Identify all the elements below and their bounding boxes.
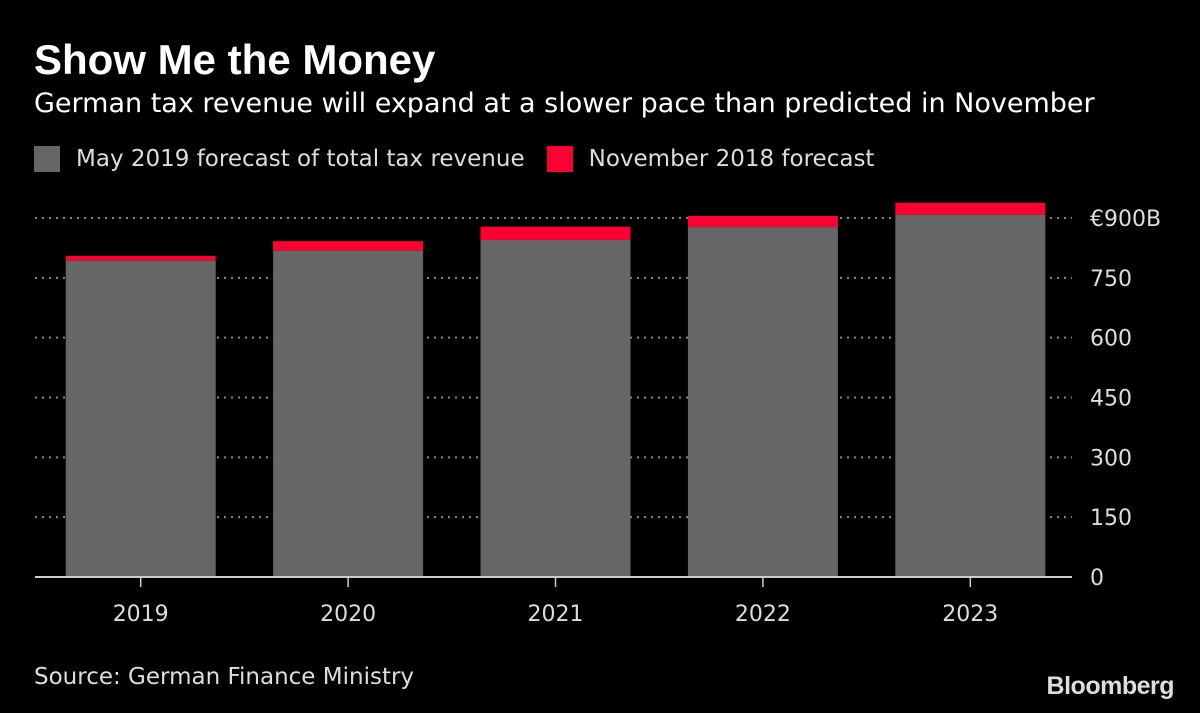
bar-nov-2018-2021 <box>480 226 631 240</box>
legend-item-nov-2018: November 2018 forecast <box>546 146 875 172</box>
legend-label: May 2019 forecast of total tax revenue <box>76 146 525 172</box>
y-tick-label: 300 <box>1090 446 1132 471</box>
chart-title: Show Me the Money <box>34 36 436 83</box>
bar-nov-2018-2023 <box>895 202 1046 215</box>
bar-nov-2018-2020 <box>273 241 424 251</box>
chart-subtitle: German tax revenue will expand at a slow… <box>34 88 1095 119</box>
source-note: Source: German Finance Ministry <box>34 664 415 690</box>
x-tick-label: 2020 <box>320 602 376 627</box>
bar-may-2019-2019 <box>65 260 216 577</box>
y-tick-label: 0 <box>1090 566 1104 591</box>
y-tick-label: 750 <box>1090 267 1132 292</box>
bar-may-2019-2020 <box>273 250 424 577</box>
y-tick-label: 150 <box>1090 506 1132 531</box>
bar-may-2019-2021 <box>480 239 631 577</box>
bar-nov-2018-2019 <box>65 255 216 261</box>
bloomberg-logo: Bloomberg <box>1046 672 1175 700</box>
x-tick-label: 2022 <box>735 602 791 627</box>
x-tick-label: 2023 <box>942 602 998 627</box>
x-tick-label: 2021 <box>528 602 584 627</box>
bar-may-2019-2023 <box>895 214 1046 577</box>
legend-swatch <box>34 146 60 172</box>
legend-label: November 2018 forecast <box>588 146 875 172</box>
legend: May 2019 forecast of total tax revenue N… <box>34 146 896 172</box>
y-tick-label: €900B <box>1090 207 1161 232</box>
y-tick-label: 600 <box>1090 327 1132 352</box>
legend-item-may-2019: May 2019 forecast of total tax revenue <box>34 146 525 172</box>
y-tick-label: 450 <box>1090 387 1132 412</box>
bar-nov-2018-2022 <box>687 216 838 228</box>
legend-swatch <box>546 146 573 172</box>
x-tick-label: 2019 <box>113 602 169 627</box>
bar-may-2019-2022 <box>687 227 838 577</box>
